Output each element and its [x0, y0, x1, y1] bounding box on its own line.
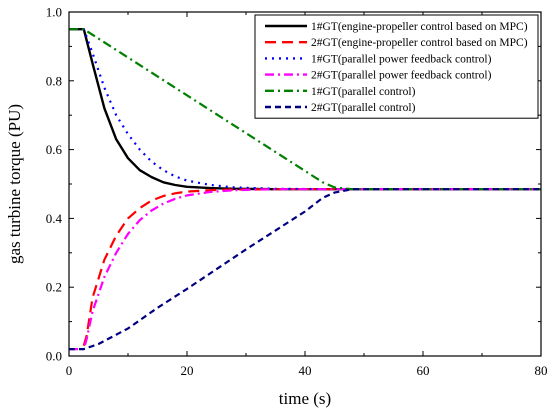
legend-entry-4: 2#GT(parallel power feedback control): [311, 70, 492, 82]
x-tick-label: 20: [181, 363, 194, 378]
series-line-2: [82, 188, 541, 346]
plot-area: [69, 28, 541, 351]
y-tick-label: 0.6: [46, 142, 63, 157]
series-line-5: [69, 28, 541, 191]
y-tick-label: 0.4: [46, 211, 63, 226]
x-tick-label: 80: [535, 363, 548, 378]
legend-box: [254, 14, 539, 119]
y-axis-label: gas turbine torque (PU): [5, 104, 24, 264]
legend-entry-6: 2#GT(parallel control): [311, 102, 416, 114]
y-tick-label: 1.0: [46, 5, 62, 20]
legend: 1#GT(engine-propeller control based on M…: [254, 14, 539, 119]
legend-entry-5: 1#GT(parallel control): [311, 86, 416, 98]
axes: 0 20 40 60 80 0.0 0.2 0.4 0.6 0.8 1.0 time (s) gas t…: [5, 5, 548, 409]
x-axis-label: time (s): [279, 389, 331, 408]
series-line-4: [69, 188, 541, 351]
y-tick-label: 0.2: [46, 280, 62, 295]
x-tick-label: 60: [417, 363, 430, 378]
series-line-6: [69, 188, 541, 351]
y-tick-label: 0.8: [46, 73, 62, 88]
y-tick-label: 0.0: [46, 349, 62, 364]
legend-entry-1: 1#GT(engine-propeller control based on M…: [311, 21, 528, 33]
x-tick-label: 0: [66, 363, 73, 378]
series-line-3: [69, 28, 541, 191]
legend-entry-3: 1#GT(parallel power feedback control): [311, 53, 492, 65]
legend-entry-2: 2#GT(engine-propeller control based on M…: [311, 37, 528, 49]
x-tick-label: 40: [299, 363, 312, 378]
